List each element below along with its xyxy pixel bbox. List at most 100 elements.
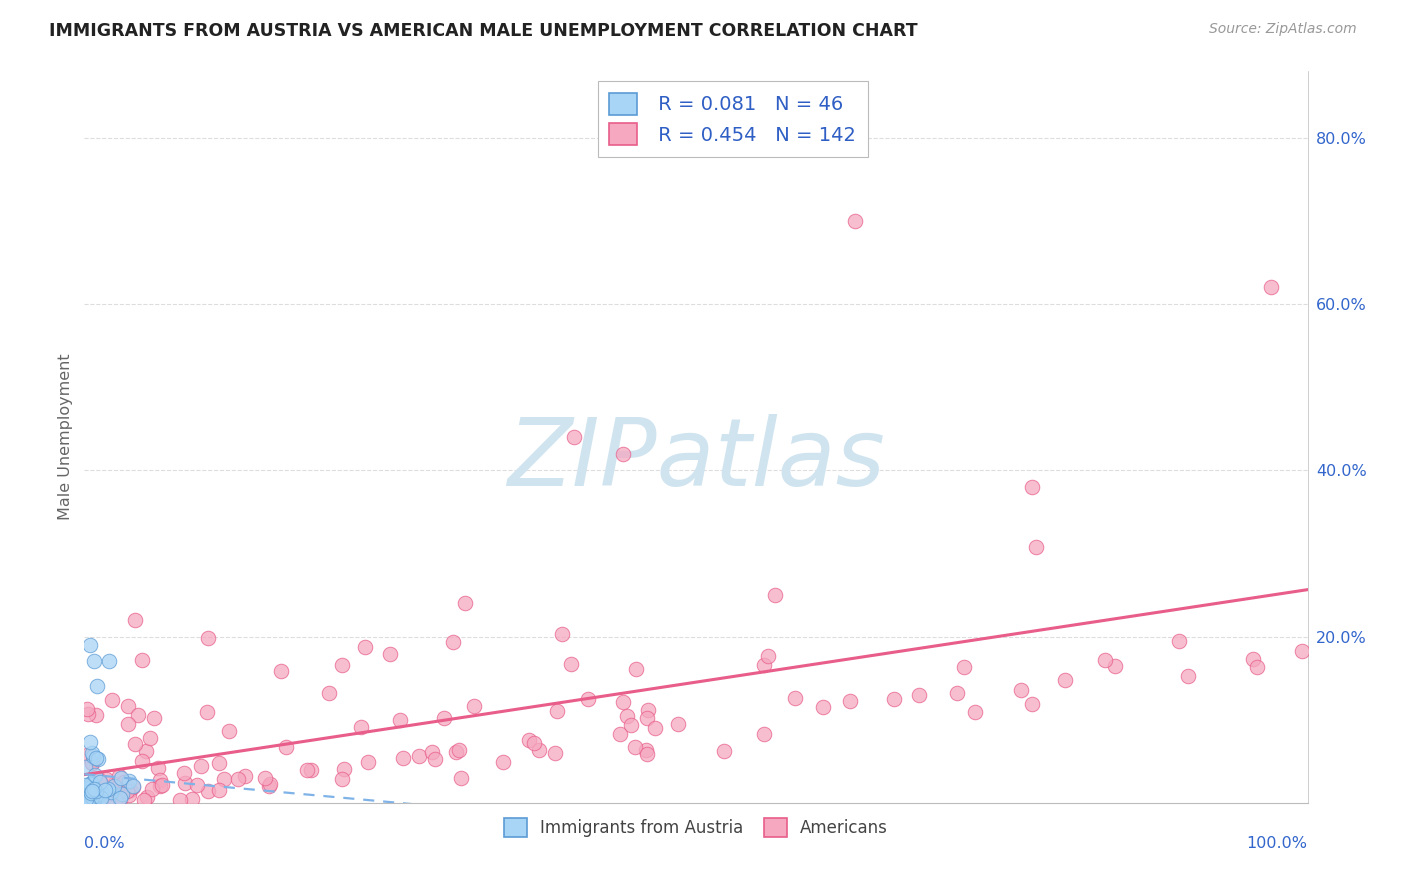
Point xyxy=(620,717,643,731)
Point xyxy=(839,694,862,708)
Point xyxy=(330,772,353,786)
Point xyxy=(110,771,132,785)
Point xyxy=(1291,644,1313,658)
Point xyxy=(118,788,141,802)
Point xyxy=(84,708,107,723)
Point xyxy=(1053,673,1076,687)
Point xyxy=(208,756,231,770)
Point xyxy=(1094,653,1116,667)
Point xyxy=(388,714,411,728)
Point xyxy=(1246,660,1268,674)
Point xyxy=(94,794,117,808)
Point xyxy=(257,779,280,793)
Point xyxy=(354,640,377,655)
Point xyxy=(149,772,172,787)
Point xyxy=(76,748,98,763)
Point xyxy=(226,772,249,787)
Point xyxy=(560,657,582,671)
Point xyxy=(173,766,195,780)
Point xyxy=(208,783,231,797)
Point xyxy=(76,794,98,808)
Point xyxy=(1260,280,1282,294)
Point xyxy=(136,790,159,805)
Point xyxy=(79,777,101,791)
Point xyxy=(84,788,107,802)
Point xyxy=(75,760,97,774)
Point xyxy=(276,740,298,755)
Point xyxy=(112,774,135,789)
Point xyxy=(82,790,104,805)
Point xyxy=(449,742,471,756)
Point xyxy=(624,662,647,676)
Text: Source: ZipAtlas.com: Source: ZipAtlas.com xyxy=(1209,22,1357,37)
Point xyxy=(80,775,103,789)
Point xyxy=(87,789,110,803)
Point xyxy=(408,748,430,763)
Point xyxy=(453,596,475,610)
Point xyxy=(523,736,546,750)
Point xyxy=(636,711,658,725)
Point xyxy=(350,720,373,734)
Point xyxy=(135,744,157,758)
Point xyxy=(195,705,218,719)
Point xyxy=(444,745,467,759)
Point xyxy=(1021,698,1043,712)
Point xyxy=(318,686,340,700)
Point xyxy=(391,751,413,765)
Point xyxy=(97,782,120,797)
Point xyxy=(75,788,97,802)
Point xyxy=(945,686,967,700)
Point xyxy=(330,658,353,673)
Point xyxy=(108,793,131,807)
Point xyxy=(666,716,689,731)
Point xyxy=(76,702,98,716)
Point xyxy=(527,743,550,757)
Point xyxy=(752,726,775,740)
Point xyxy=(634,742,657,756)
Point xyxy=(636,747,658,761)
Point xyxy=(76,789,98,803)
Point xyxy=(644,721,666,735)
Point xyxy=(108,789,131,804)
Point xyxy=(301,763,323,777)
Point xyxy=(90,791,112,805)
Point xyxy=(73,785,96,799)
Point xyxy=(83,789,105,804)
Point xyxy=(169,793,191,807)
Point xyxy=(84,751,107,765)
Y-axis label: Male Unemployment: Male Unemployment xyxy=(58,354,73,520)
Text: 0.0%: 0.0% xyxy=(84,836,125,851)
Point xyxy=(612,696,634,710)
Point xyxy=(756,648,779,663)
Point xyxy=(612,447,634,461)
Point xyxy=(75,792,97,806)
Point xyxy=(91,786,114,800)
Point xyxy=(80,756,103,771)
Point xyxy=(80,788,103,802)
Point xyxy=(77,707,100,722)
Point xyxy=(637,703,659,717)
Point xyxy=(121,780,143,794)
Point xyxy=(96,789,118,803)
Point xyxy=(79,638,101,652)
Point xyxy=(97,796,120,810)
Point xyxy=(544,746,567,760)
Point xyxy=(1241,651,1264,665)
Point xyxy=(131,653,153,667)
Point xyxy=(143,711,166,725)
Point xyxy=(111,787,134,801)
Point xyxy=(96,772,118,786)
Point xyxy=(75,787,97,801)
Point xyxy=(84,783,107,797)
Point xyxy=(1021,480,1043,494)
Point xyxy=(443,634,465,648)
Point xyxy=(197,784,219,798)
Point xyxy=(180,791,202,805)
Point xyxy=(86,789,108,803)
Point xyxy=(883,692,905,706)
Point xyxy=(218,723,240,738)
Point xyxy=(908,689,931,703)
Point xyxy=(754,658,776,673)
Point xyxy=(118,782,141,797)
Point xyxy=(76,795,98,809)
